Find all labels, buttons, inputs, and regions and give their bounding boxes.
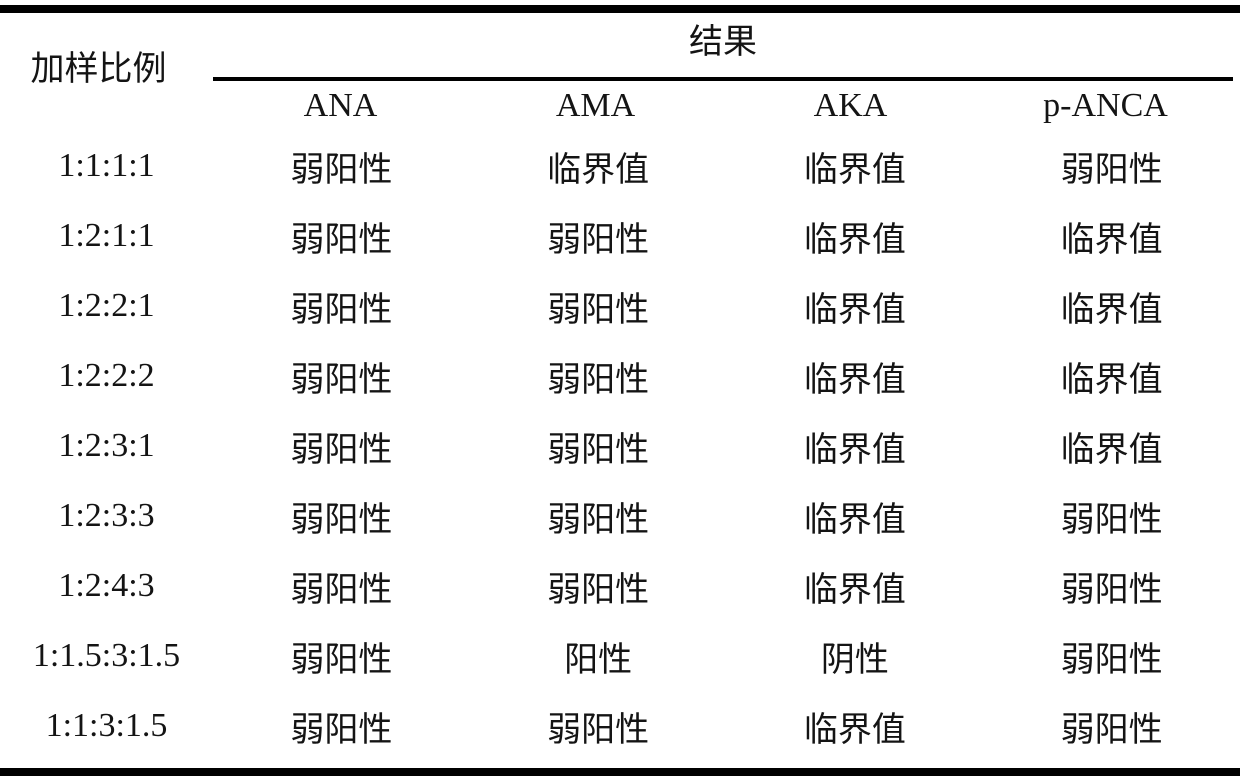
result-cell: 弱阳性 <box>290 571 393 609</box>
result-cell: 临界值 <box>1060 221 1163 259</box>
row-ratio: 1:2:3:3 <box>58 497 155 534</box>
column-header-row: ANA AMA AKA p-ANCA <box>213 81 1233 131</box>
result-cell: 弱阳性 <box>290 221 393 259</box>
table-row: 1:2:3:1 弱阳性 弱阳性 临界值 临界值 <box>0 411 1240 481</box>
table-row: 1:2:2:2 弱阳性 弱阳性 临界值 临界值 <box>0 341 1240 411</box>
result-header: 结果 <box>689 23 757 61</box>
table-bottom-rule <box>0 768 1240 776</box>
result-cell: 临界值 <box>803 571 906 609</box>
result-divider-rule <box>213 77 1233 81</box>
result-cell: 临界值 <box>803 501 906 539</box>
result-cell: 阳性 <box>564 641 633 679</box>
result-cell: 弱阳性 <box>547 571 650 609</box>
table-row: 1:1:3:1.5 弱阳性 弱阳性 临界值 弱阳性 <box>0 691 1240 761</box>
result-cell: 弱阳性 <box>290 361 393 399</box>
result-cell: 临界值 <box>1060 361 1163 399</box>
result-cell: 临界值 <box>803 711 906 749</box>
result-cell: 弱阳性 <box>1060 501 1163 539</box>
loading-ratio-header: 加样比例 <box>30 50 167 88</box>
table-top-rule <box>0 5 1240 13</box>
result-cell: 弱阳性 <box>290 431 393 469</box>
table-row: 1:2:4:3 弱阳性 弱阳性 临界值 弱阳性 <box>0 551 1240 621</box>
result-cell: 临界值 <box>1060 431 1163 469</box>
result-cell: 临界值 <box>803 431 906 469</box>
result-cell: 阴性 <box>820 641 889 679</box>
result-cell: 弱阳性 <box>290 291 393 329</box>
row-ratio: 1:2:2:2 <box>58 357 155 394</box>
result-cell: 弱阳性 <box>290 641 393 679</box>
result-cell: 临界值 <box>803 291 906 329</box>
result-cell: 临界值 <box>547 151 650 189</box>
result-cell: 临界值 <box>803 361 906 399</box>
table-row: 1:2:3:3 弱阳性 弱阳性 临界值 弱阳性 <box>0 481 1240 551</box>
result-cell: 弱阳性 <box>1060 711 1163 749</box>
table-row: 1:2:2:1 弱阳性 弱阳性 临界值 临界值 <box>0 271 1240 341</box>
row-ratio: 1:2:4:3 <box>58 567 155 604</box>
result-cell: 临界值 <box>1060 291 1163 329</box>
column-header-p-anca: p-ANCA <box>1043 87 1168 124</box>
result-cell: 弱阳性 <box>290 151 393 189</box>
column-header-ana: ANA <box>303 87 378 124</box>
result-cell: 弱阳性 <box>547 431 650 469</box>
row-ratio: 1:1.5:3:1.5 <box>32 637 181 674</box>
result-cell: 弱阳性 <box>290 711 393 749</box>
result-cell: 临界值 <box>803 151 906 189</box>
row-ratio: 1:1:1:1 <box>58 147 155 184</box>
row-ratio: 1:2:2:1 <box>58 287 155 324</box>
row-ratio: 1:1:3:1.5 <box>45 707 168 744</box>
column-header-aka: AKA <box>813 87 888 124</box>
result-cell: 弱阳性 <box>547 361 650 399</box>
result-cell: 弱阳性 <box>547 291 650 329</box>
row-ratio: 1:2:1:1 <box>58 217 155 254</box>
result-cell: 临界值 <box>803 221 906 259</box>
result-cell: 弱阳性 <box>547 711 650 749</box>
result-header-group: 结果 ANA AMA AKA p-ANCA <box>213 13 1233 131</box>
result-cell: 弱阳性 <box>547 501 650 539</box>
result-cell: 弱阳性 <box>547 221 650 259</box>
table-row: 1:1.5:3:1.5 弱阳性 阳性 阴性 弱阳性 <box>0 621 1240 691</box>
result-cell: 弱阳性 <box>1060 641 1163 679</box>
result-cell: 弱阳性 <box>290 501 393 539</box>
table-row: 1:1:1:1 弱阳性 临界值 临界值 弱阳性 <box>0 131 1240 201</box>
result-cell: 弱阳性 <box>1060 571 1163 609</box>
result-cell: 弱阳性 <box>1060 151 1163 189</box>
row-ratio: 1:2:3:1 <box>58 427 155 464</box>
table-body: 1:1:1:1 弱阳性 临界值 临界值 弱阳性 1:2:1:1 弱阳性 弱阳性 … <box>0 131 1240 761</box>
column-header-ama: AMA <box>555 87 636 124</box>
table-header: 加样比例 结果 ANA AMA AKA p-ANCA <box>0 13 1240 131</box>
table-row: 1:2:1:1 弱阳性 弱阳性 临界值 临界值 <box>0 201 1240 271</box>
